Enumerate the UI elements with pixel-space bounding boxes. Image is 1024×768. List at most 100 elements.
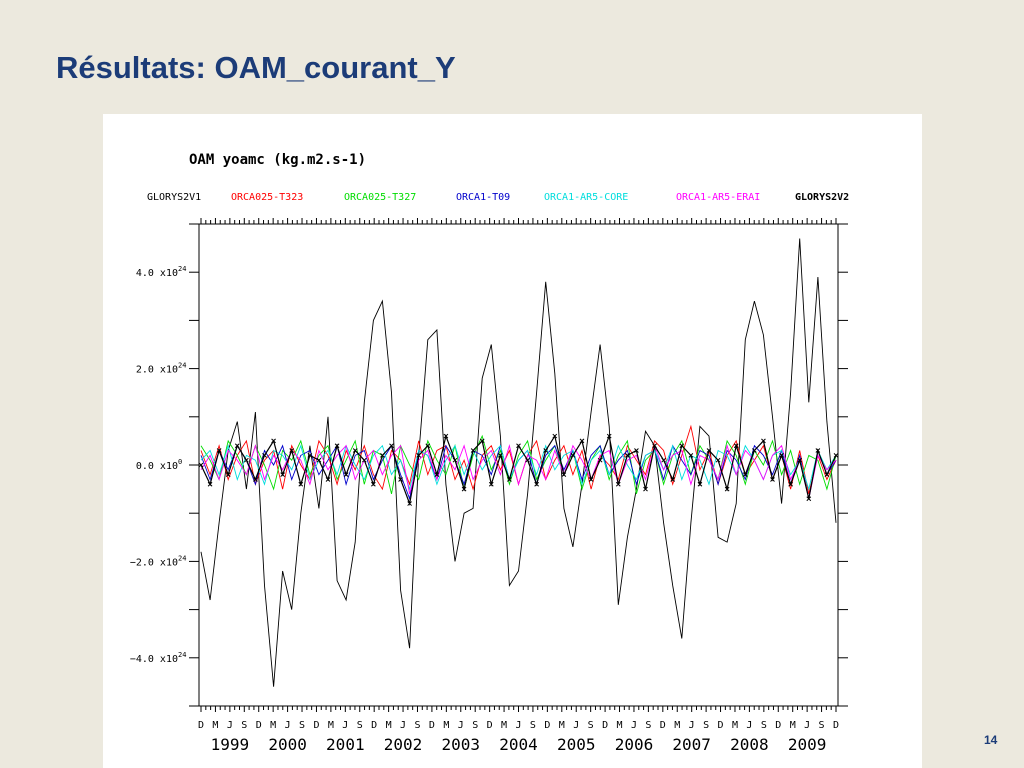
y-tick-label: 0.0 x10 (136, 461, 178, 472)
chart-title: OAM yoamc (kg.m2.s-1) (189, 152, 366, 168)
plot-frame: OAM yoamc (kg.m2.s-1) GLORYS2V1 ORCA025-T3… (103, 114, 922, 768)
x-year-label: 2009 (788, 735, 827, 754)
x-month-label: J (573, 720, 579, 731)
x-month-label: M (270, 720, 276, 731)
series-marker (452, 457, 458, 463)
x-month-label: J (631, 720, 637, 731)
series-marker (479, 438, 485, 444)
x-month-label: M (790, 720, 796, 731)
x-month-label: D (371, 720, 377, 731)
x-month-label: J (804, 720, 810, 731)
x-month-label: J (746, 720, 752, 731)
series-marker (688, 453, 694, 458)
x-month-label: S (299, 720, 305, 731)
x-month-label: S (241, 720, 247, 731)
series-marker (234, 443, 240, 449)
x-month-label: D (833, 720, 839, 731)
x-year-label: 1999 (211, 735, 250, 754)
series-marker (597, 457, 603, 463)
chart: OAM yoamc (kg.m2.s-1) GLORYS2V1 ORCA025-T3… (130, 152, 849, 754)
x-month-label: D (602, 720, 608, 731)
series-marker (715, 457, 721, 463)
series-marker (661, 457, 666, 463)
series-marker (470, 448, 476, 453)
series-marker (216, 448, 222, 453)
y-tick-label: 2.0 x10 (136, 365, 178, 376)
series-marker (670, 477, 676, 482)
x-month-label: J (285, 720, 291, 731)
series-marker (280, 472, 285, 477)
x-month-label: S (414, 720, 420, 731)
series-marker (833, 453, 839, 458)
x-month-label: S (645, 720, 651, 731)
series-line (200, 443, 837, 499)
x-month-label: J (227, 720, 233, 731)
x-month-label: M (443, 720, 449, 731)
x-month-label: M (212, 720, 218, 731)
x-month-label: M (386, 720, 392, 731)
series-marker (534, 481, 539, 487)
x-month-label: S (588, 720, 594, 731)
x-month-label: D (775, 720, 781, 731)
series-marker (588, 477, 594, 482)
series-marker (207, 481, 213, 487)
x-month-label: J (458, 720, 464, 731)
series-marker (225, 472, 231, 477)
y-tick-label: −2.0 x10 (130, 557, 178, 568)
series-marker (262, 453, 267, 458)
series-line (200, 444, 837, 491)
y-tick-label: −4.0 x10 (130, 654, 178, 665)
legend-entry: GLORYS2V1 (147, 192, 201, 203)
x-month-label: S (530, 720, 536, 731)
series-marker (298, 481, 304, 487)
x-year-label: 2001 (326, 735, 365, 754)
series-marker (752, 448, 757, 453)
legend-entry: ORCA025-T323 (231, 192, 303, 203)
x-month-label: J (400, 720, 406, 731)
series-marker (407, 501, 412, 506)
x-year-label: 2002 (384, 735, 423, 754)
y-tick-exponent: 24 (178, 554, 186, 562)
legend-entry: ORCA025-T327 (344, 192, 416, 203)
x-month-label: D (256, 720, 262, 731)
series-marker (316, 457, 322, 463)
series-marker (742, 472, 748, 477)
y-tick-exponent: 24 (178, 265, 186, 273)
series-marker (443, 433, 449, 439)
series-marker (824, 472, 830, 477)
x-year-label: 2003 (442, 735, 481, 754)
x-year-label: 2004 (499, 735, 538, 754)
x-month-label: D (718, 720, 724, 731)
series-marker (679, 443, 685, 449)
x-month-label: D (544, 720, 550, 731)
x-month-label: D (198, 720, 204, 731)
x-year-label: 2006 (615, 735, 654, 754)
series-marker (398, 477, 403, 482)
series-marker (425, 443, 431, 449)
series-marker (815, 448, 821, 453)
y-tick-exponent: 0 (178, 458, 182, 466)
x-month-label: J (342, 720, 348, 731)
series-marker (507, 477, 512, 482)
series-marker (352, 448, 358, 453)
y-tick-label: 4.0 x10 (136, 268, 178, 279)
x-month-label: S (761, 720, 767, 731)
series-marker (797, 457, 803, 463)
series-line (200, 444, 837, 501)
series-marker (606, 433, 612, 439)
x-month-label: S (703, 720, 709, 731)
x-month-label: M (617, 720, 623, 731)
x-month-label: S (357, 720, 363, 731)
series-marker (634, 448, 639, 453)
x-month-label: S (472, 720, 478, 731)
series-marker (253, 477, 258, 482)
series-marker (307, 453, 313, 458)
series-marker (343, 472, 349, 477)
series-marker (488, 481, 494, 487)
legend-entry: GLORYS2V2 (795, 192, 849, 203)
series-marker (806, 496, 812, 502)
series-marker (198, 462, 204, 468)
series-marker (706, 448, 712, 453)
x-year-label: 2005 (557, 735, 596, 754)
x-month-label: M (328, 720, 334, 731)
